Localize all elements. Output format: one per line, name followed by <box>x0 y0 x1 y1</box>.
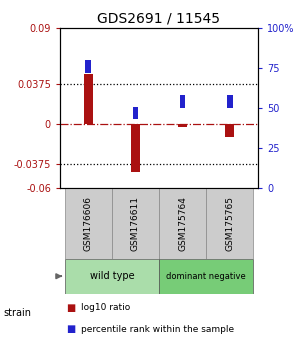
Bar <box>131 124 140 172</box>
Bar <box>227 96 233 108</box>
Bar <box>65 188 112 259</box>
Bar <box>180 96 185 108</box>
Text: GSM176611: GSM176611 <box>131 196 140 251</box>
Text: GSM175765: GSM175765 <box>225 196 234 251</box>
Text: percentile rank within the sample: percentile rank within the sample <box>81 325 234 334</box>
Text: ■: ■ <box>66 303 75 313</box>
Text: GSM175764: GSM175764 <box>178 196 187 251</box>
Bar <box>84 74 92 124</box>
Bar <box>159 188 206 259</box>
Text: ■: ■ <box>66 324 75 334</box>
Bar <box>159 259 253 294</box>
Bar <box>112 188 159 259</box>
Title: GDS2691 / 11545: GDS2691 / 11545 <box>98 12 220 26</box>
Text: log10 ratio: log10 ratio <box>81 303 130 313</box>
Text: dominant negative: dominant negative <box>166 272 246 281</box>
Bar <box>133 107 138 120</box>
Bar <box>85 60 91 73</box>
Text: GSM176606: GSM176606 <box>84 196 93 251</box>
Text: wild type: wild type <box>89 271 134 281</box>
Bar <box>65 259 159 294</box>
Bar <box>178 124 187 127</box>
Bar <box>226 124 234 137</box>
Bar <box>206 188 253 259</box>
Text: strain: strain <box>3 308 31 318</box>
